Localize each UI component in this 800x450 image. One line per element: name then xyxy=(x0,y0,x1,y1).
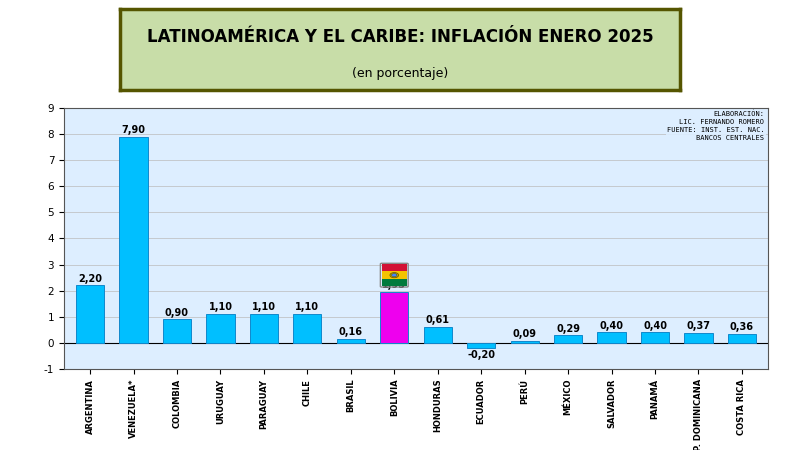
Bar xyxy=(337,339,365,343)
Bar xyxy=(382,279,407,286)
Text: LATINOAMÉRICA Y EL CARIBE: INFLACIÓN ENERO 2025: LATINOAMÉRICA Y EL CARIBE: INFLACIÓN ENE… xyxy=(146,28,654,46)
Bar xyxy=(250,314,278,343)
Text: (en porcentaje): (en porcentaje) xyxy=(352,68,448,80)
Bar xyxy=(294,314,322,343)
Bar xyxy=(382,264,407,271)
Text: 0,36: 0,36 xyxy=(730,322,754,332)
Text: 1,10: 1,10 xyxy=(209,302,233,312)
Text: 0,40: 0,40 xyxy=(643,321,667,331)
Circle shape xyxy=(392,274,397,277)
Text: 0,16: 0,16 xyxy=(339,327,363,337)
Bar xyxy=(76,285,104,343)
Bar xyxy=(641,333,669,343)
Text: 0,29: 0,29 xyxy=(556,324,580,333)
Text: -0,20: -0,20 xyxy=(467,350,495,360)
Bar xyxy=(380,292,408,343)
Bar xyxy=(598,333,626,343)
Text: 0,90: 0,90 xyxy=(165,308,189,318)
Bar xyxy=(684,333,713,343)
Bar xyxy=(728,333,756,343)
Bar xyxy=(206,314,234,343)
Text: 0,09: 0,09 xyxy=(513,328,537,339)
Bar xyxy=(119,137,148,343)
Bar xyxy=(467,343,495,348)
Text: 0,37: 0,37 xyxy=(686,321,710,331)
Bar xyxy=(554,335,582,343)
Text: 1,10: 1,10 xyxy=(252,302,276,312)
Bar xyxy=(382,271,407,279)
Text: 0,40: 0,40 xyxy=(599,321,623,331)
Text: 2,20: 2,20 xyxy=(78,274,102,284)
Text: 0,61: 0,61 xyxy=(426,315,450,325)
Circle shape xyxy=(390,273,398,278)
Text: 1,10: 1,10 xyxy=(295,302,319,312)
Bar xyxy=(424,327,452,343)
Text: 7,90: 7,90 xyxy=(122,125,146,135)
Bar xyxy=(510,341,538,343)
Bar xyxy=(163,320,191,343)
Text: ELABORACIÓN:
LIC. FERNANDO ROMERO
FUENTE: INST. EST. NAC.
    BANCOS CENTRALES: ELABORACIÓN: LIC. FERNANDO ROMERO FUENTE… xyxy=(666,111,765,141)
Text: 1,95: 1,95 xyxy=(382,280,406,290)
